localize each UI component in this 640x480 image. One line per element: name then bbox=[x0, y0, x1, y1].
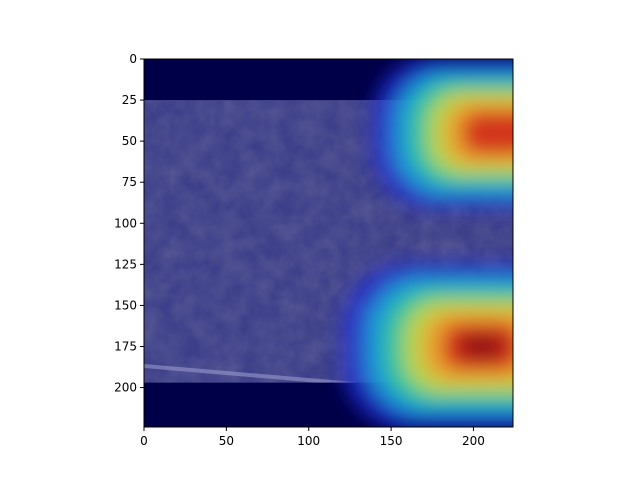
x-tick-label: 50 bbox=[219, 434, 234, 448]
hotspot-2 bbox=[341, 262, 513, 427]
x-tick-label: 200 bbox=[462, 434, 485, 448]
y-tick-label: 175 bbox=[114, 340, 137, 354]
y-tick-label: 150 bbox=[114, 298, 137, 312]
plot-area bbox=[144, 59, 513, 427]
y-tick-label: 200 bbox=[114, 381, 137, 395]
x-tick-label: 150 bbox=[380, 434, 403, 448]
heat-overlay bbox=[341, 59, 513, 427]
y-tick-label: 125 bbox=[114, 257, 137, 271]
plot-frame bbox=[143, 58, 514, 428]
y-tick-label: 50 bbox=[122, 134, 137, 148]
hotspot-2-level-7 bbox=[459, 333, 505, 360]
y-tick-label: 100 bbox=[114, 216, 137, 230]
hotspot-1-level-6 bbox=[462, 111, 513, 155]
y-tick-label: 25 bbox=[122, 93, 137, 107]
y-tick-label: 0 bbox=[129, 52, 137, 66]
y-tick-label: 75 bbox=[122, 175, 137, 189]
y-axis: 0 25 50 75 100 125 150 175 200 bbox=[114, 52, 144, 395]
x-tick-label: 100 bbox=[297, 434, 320, 448]
road-line bbox=[144, 364, 356, 386]
x-axis: 0 50 100 150 200 bbox=[140, 427, 485, 448]
x-tick-label: 0 bbox=[140, 434, 148, 448]
hotspot-1 bbox=[371, 59, 513, 209]
